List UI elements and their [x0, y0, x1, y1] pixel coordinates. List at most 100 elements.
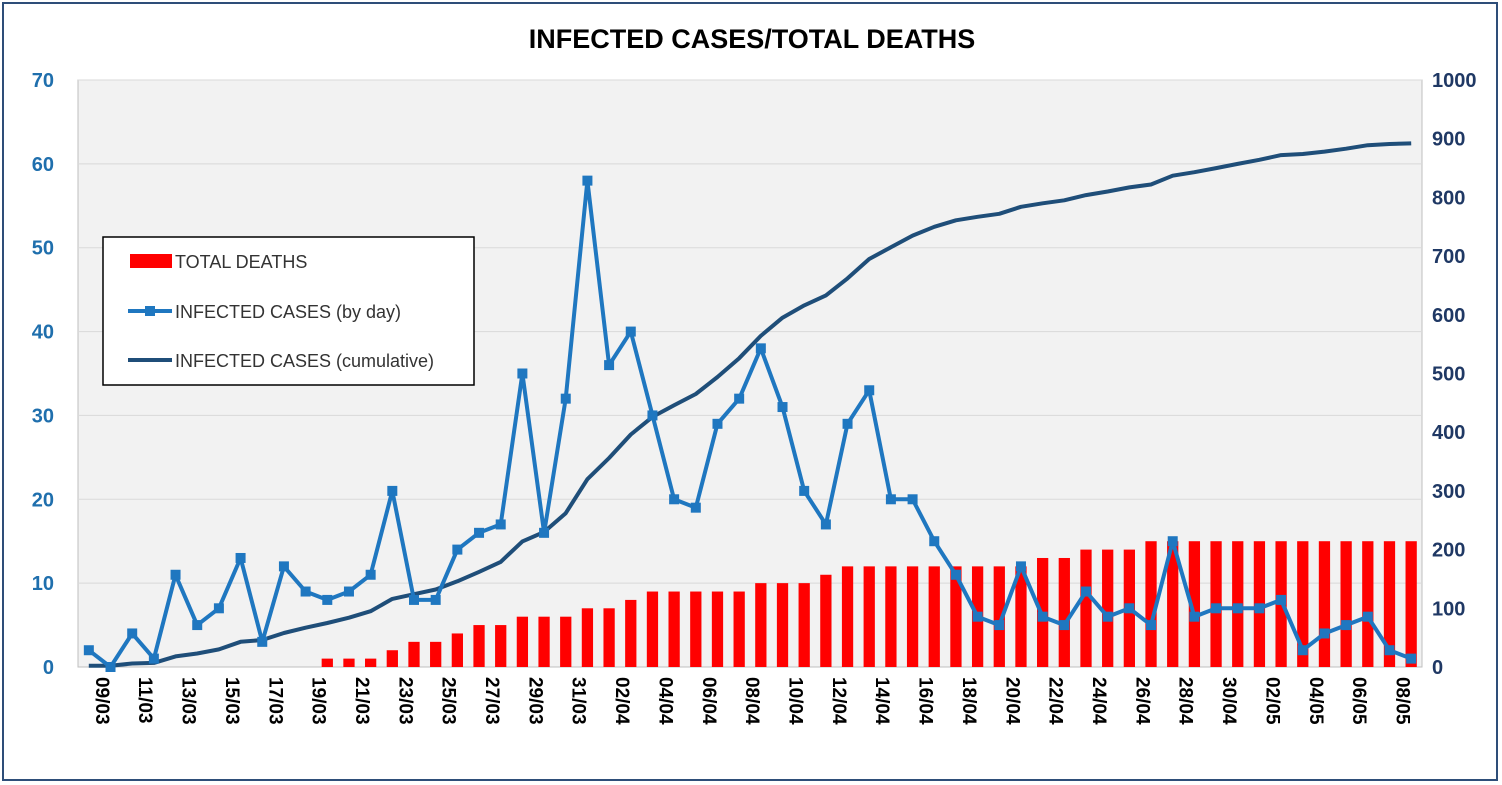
- y-left-tick-label: 70: [32, 70, 54, 92]
- y-right-tick-label: 500: [1432, 364, 1465, 386]
- chart-title: INFECTED CASES/TOTAL DEATHS: [529, 24, 976, 54]
- x-tick-label: 27/03: [481, 677, 502, 725]
- daily-point: [1211, 603, 1222, 614]
- daily-point: [192, 620, 203, 631]
- daily-point: [842, 418, 853, 429]
- daily-point: [1189, 611, 1200, 622]
- daily-point: [430, 594, 441, 605]
- daily-point: [669, 494, 680, 505]
- daily-point: [929, 536, 940, 547]
- y-axis-left: 0 10 20 30 40 50 60 70: [32, 70, 54, 679]
- daily-point: [1037, 611, 1048, 622]
- x-tick-label: 16/04: [915, 677, 936, 725]
- daily-point: [994, 620, 1005, 631]
- deaths-bar: [1145, 541, 1157, 667]
- deaths-bar: [885, 566, 897, 667]
- daily-point: [322, 594, 333, 605]
- x-tick-label: 26/04: [1131, 677, 1152, 725]
- daily-point: [409, 594, 419, 605]
- x-tick-label: 09/03: [91, 677, 112, 725]
- daily-point: [257, 636, 268, 647]
- x-tick-label: 24/04: [1088, 677, 1109, 725]
- deaths-bar: [841, 566, 854, 667]
- y-left-tick-label: 60: [32, 154, 54, 176]
- daily-point: [213, 603, 224, 614]
- deaths-bar: [343, 658, 355, 667]
- daily-point: [734, 393, 745, 404]
- daily-point: [105, 662, 116, 672]
- y-right-tick-label: 400: [1432, 422, 1465, 444]
- deaths-bar: [321, 658, 333, 667]
- y-left-tick-label: 50: [32, 238, 54, 260]
- deaths-bar: [581, 608, 594, 667]
- daily-point: [474, 527, 485, 538]
- x-tick-label: 21/03: [351, 677, 372, 725]
- deaths-bar: [863, 566, 875, 667]
- y-right-tick-label: 300: [1432, 481, 1465, 503]
- deaths-bar: [906, 566, 919, 667]
- daily-line: [83, 175, 1417, 672]
- deaths-bar: [798, 583, 810, 667]
- deaths-bar: [776, 583, 789, 667]
- daily-point: [517, 368, 528, 379]
- daily-point: [777, 402, 788, 413]
- daily-point: [1297, 645, 1308, 656]
- daily-point: [365, 569, 376, 580]
- deaths-bar: [1405, 541, 1417, 667]
- x-tick-label: 08/05: [1391, 677, 1412, 725]
- x-tick-label: 17/03: [264, 677, 285, 725]
- x-tick-label: 04/04: [654, 677, 675, 725]
- deaths-bar: [473, 625, 485, 667]
- y-right-tick-label: 100: [1432, 598, 1465, 620]
- daily-point: [1232, 603, 1243, 614]
- daily-point: [1319, 628, 1330, 639]
- deaths-bar: [538, 616, 550, 667]
- deaths-bar: [820, 574, 832, 667]
- daily-point: [1102, 611, 1113, 622]
- x-tick-label: 11/03: [134, 677, 155, 724]
- daily-point: [495, 519, 506, 530]
- daily-point: [560, 393, 571, 404]
- x-tick-label: 06/05: [1348, 677, 1369, 725]
- daily-point: [83, 645, 94, 656]
- x-tick-label: 29/03: [524, 677, 545, 725]
- daily-point: [972, 611, 983, 622]
- x-tick-label: 25/03: [438, 677, 459, 725]
- deaths-bar: [560, 616, 572, 667]
- deaths-bar: [733, 591, 745, 667]
- x-tick-label: 08/04: [741, 677, 762, 725]
- deaths-bar: [451, 633, 463, 667]
- daily-point: [387, 485, 398, 496]
- daily-point: [1406, 653, 1417, 664]
- x-tick-label: 12/04: [828, 677, 849, 725]
- daily-point: [1276, 594, 1287, 605]
- cumulative-line: [88, 141, 1412, 668]
- daily-point: [647, 410, 658, 421]
- y-left-tick-label: 40: [32, 322, 54, 344]
- y-right-tick-label: 800: [1432, 187, 1465, 209]
- daily-point: [170, 569, 181, 580]
- legend-label-cumulative: INFECTED CASES (cumulative): [175, 351, 434, 371]
- daily-point: [235, 552, 246, 563]
- daily-point: [712, 418, 723, 429]
- deaths-bar: [1318, 541, 1331, 667]
- y-right-tick-label: 900: [1432, 129, 1465, 151]
- deaths-bar: [1058, 557, 1070, 667]
- daily-point: [1081, 586, 1091, 597]
- deaths-bar: [668, 591, 680, 667]
- deaths-bar: [646, 591, 659, 667]
- deaths-bar: [1102, 549, 1114, 667]
- y-left-tick-label: 20: [32, 489, 54, 511]
- daily-point: [539, 527, 550, 538]
- daily-point: [907, 494, 918, 505]
- deaths-bar: [625, 599, 637, 667]
- deaths-bar: [993, 566, 1005, 667]
- deaths-bar: [430, 641, 442, 667]
- deaths-bar: [516, 616, 529, 667]
- y-right-tick-label: 600: [1432, 305, 1465, 327]
- daily-point: [864, 385, 875, 396]
- daily-point: [1015, 561, 1026, 572]
- y-left-tick-label: 0: [43, 657, 54, 679]
- x-tick-label: 19/03: [308, 677, 329, 725]
